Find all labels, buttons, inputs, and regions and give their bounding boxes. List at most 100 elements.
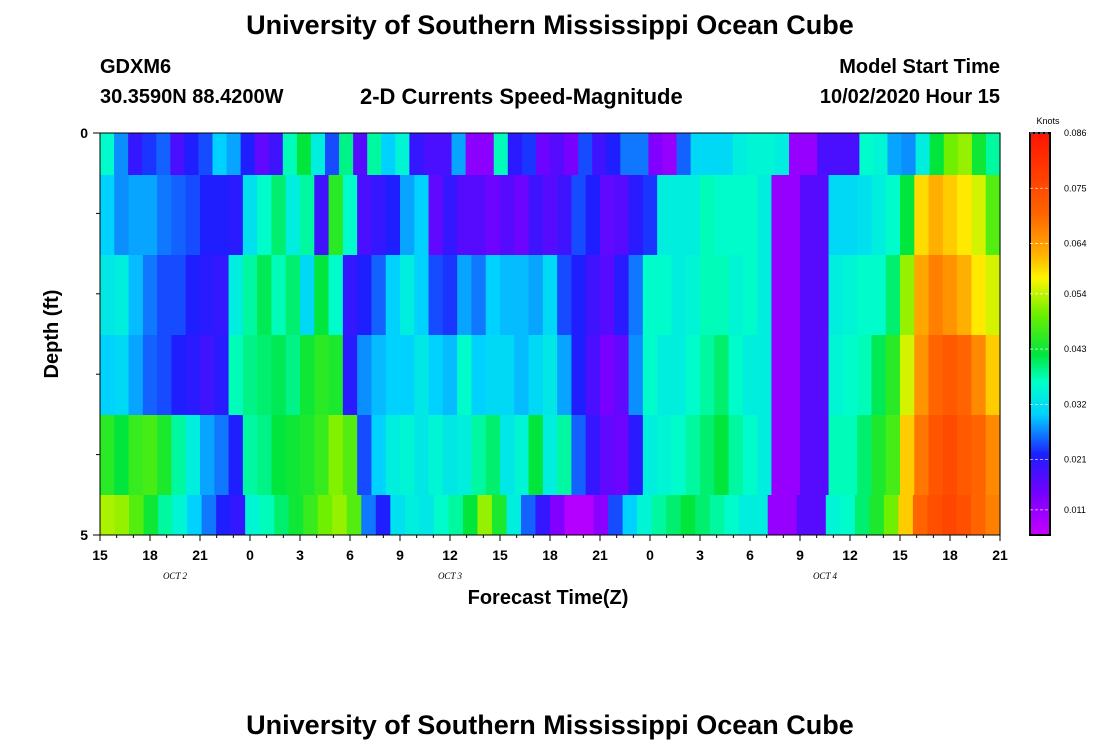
heatmap-cell (676, 133, 692, 175)
colorbar-tick-label: 0.021 (1064, 455, 1087, 465)
heatmap-cell (914, 335, 930, 415)
heatmap-cell (814, 175, 830, 255)
heatmap-cell (871, 415, 887, 495)
heatmap-cell (285, 255, 301, 335)
heatmap-cell (143, 495, 159, 535)
heatmap-cell (871, 335, 887, 415)
heatmap-cell (971, 335, 987, 415)
heatmap-cell (628, 255, 644, 335)
heatmap-cell (700, 175, 715, 255)
heatmap-cell (257, 255, 273, 335)
heatmap-cell (845, 133, 860, 175)
heatmap-cell (854, 495, 870, 535)
heatmap-cell (171, 255, 187, 335)
heatmap-cell (172, 495, 188, 535)
heatmap-cell (271, 335, 287, 415)
heatmap-cell (485, 175, 501, 255)
colorbar-tick-label: 0.011 (1064, 505, 1086, 515)
heatmap-cell (928, 415, 944, 495)
heatmap-cell (400, 335, 415, 415)
heatmap-cell (869, 495, 885, 535)
heatmap-cell (585, 335, 601, 415)
heatmap-cell (971, 255, 987, 335)
heatmap-cell (390, 495, 406, 535)
heatmap-cell (346, 495, 362, 535)
heatmap-cell (535, 133, 551, 175)
heatmap-cell (528, 415, 544, 495)
heatmap-cell (259, 495, 275, 535)
heatmap-cell (226, 133, 242, 175)
heatmap-cell (957, 175, 973, 255)
heatmap-cell (242, 415, 258, 495)
heatmap-cell (357, 255, 373, 335)
heatmap-cell (367, 133, 382, 175)
heatmap-cell (339, 133, 354, 175)
heatmap-cell (760, 133, 776, 175)
heatmap-cell (628, 415, 644, 495)
heatmap-cell (100, 255, 115, 335)
page-title: University of Southern Mississippi Ocean… (246, 10, 854, 40)
heatmap-cell (557, 175, 573, 255)
heatmap-cell (873, 133, 889, 175)
heatmap-cell (927, 495, 943, 535)
heatmap-cell (114, 255, 130, 335)
heatmap-cell (477, 495, 493, 535)
heatmap-cell (257, 175, 273, 255)
heatmap-cell (718, 133, 734, 175)
heatmap-cell (100, 133, 115, 175)
heatmap-cell (274, 495, 290, 535)
heatmap-cell (709, 495, 725, 535)
x-tick-label: 12 (842, 547, 858, 563)
heatmap-cell (728, 175, 744, 255)
heatmap-cell (857, 175, 873, 255)
heatmap-cell (157, 175, 173, 255)
heatmap-cell (268, 133, 284, 175)
heatmap-cell (571, 255, 587, 335)
heatmap-cell (840, 495, 856, 535)
heatmap-cell (428, 255, 444, 335)
heatmap-cell (771, 255, 787, 335)
heatmap-cell (885, 415, 901, 495)
heatmap-cell (620, 133, 635, 175)
heatmap-cell (714, 335, 730, 415)
x-tick-label: 18 (542, 547, 558, 563)
heatmap-cell (578, 133, 593, 175)
heatmap-cell (485, 335, 501, 415)
heatmap-cell (157, 255, 173, 335)
heatmap-cell (550, 495, 566, 535)
heatmap-cell (585, 255, 601, 335)
heatmap-cell (100, 495, 116, 535)
colorbar-tick-label: 0.032 (1064, 399, 1087, 409)
heatmap-cell (571, 415, 587, 495)
heatmap-cell (971, 415, 987, 495)
heatmap-cell (414, 255, 430, 335)
heatmap-cell (514, 175, 530, 255)
heatmap-cell (214, 335, 230, 415)
heatmap-cell (385, 175, 401, 255)
heatmap-cell (695, 495, 711, 535)
x-tick-label: 15 (492, 547, 508, 563)
heatmap-cell (585, 175, 601, 255)
heatmap-cell (579, 495, 595, 535)
heatmap-cell (828, 335, 844, 415)
heatmap-cell (811, 495, 827, 535)
heatmap-cell (942, 255, 958, 335)
heatmap-cell (328, 175, 344, 255)
heatmap-cell (685, 415, 701, 495)
heatmap-cell (857, 255, 873, 335)
heatmap-cell (514, 255, 530, 335)
date-label: OCT 3 (438, 571, 463, 581)
heatmap-cell (437, 133, 453, 175)
heatmap-cell (242, 175, 258, 255)
heatmap-cell (900, 175, 915, 255)
heatmap-cell (457, 335, 473, 415)
heatmap-cell (985, 133, 1001, 175)
heatmap-cell (342, 335, 358, 415)
heatmap-cell (371, 335, 387, 415)
heatmap-cell (714, 255, 730, 335)
x-tick-label: 9 (796, 547, 804, 563)
heatmap-cell (700, 335, 715, 415)
heatmap-cell (230, 495, 246, 535)
x-tick-label: 12 (442, 547, 458, 563)
heatmap-cell (201, 495, 217, 535)
